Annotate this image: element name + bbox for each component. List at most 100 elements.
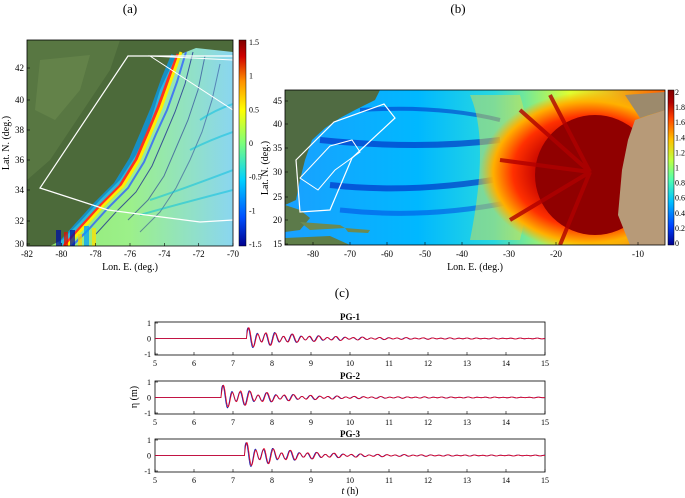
colorbar-a-tick: 1.5 (249, 38, 259, 47)
gauge-plot-3: PG-310-15 6 7 8 9 10 11 12 13 14 15 (144, 429, 549, 485)
c-xtick-label: 13 (463, 359, 471, 368)
colorbar-a-tick: 0.5 (249, 105, 259, 114)
a-ytick-label: 38 (15, 125, 25, 135)
colorbar-a-tick: 0 (249, 139, 253, 148)
panel-b: (b) (260, 1, 685, 273)
c-xtick-label: 14 (502, 418, 510, 427)
c-xtick-label: 13 (463, 418, 471, 427)
b-xtick-label: -10 (632, 249, 644, 259)
c-ytick-label: -1 (144, 467, 151, 476)
b-ytick-label: 25 (273, 192, 283, 202)
colorbar-a-ticks: 1.5 1 0.5 0 -0.5 -1 -1.5 (249, 38, 262, 249)
c-xtick-label: 10 (346, 476, 354, 485)
colorbar-a-tick: -0.5 (249, 173, 262, 182)
b-ytick-label: 35 (273, 143, 283, 153)
c-xtick-label: 15 (541, 418, 549, 427)
colorbar-b-tick: 1.2 (675, 148, 685, 157)
map-b (285, 90, 665, 245)
panel-a-yticks: 42 40 38 36 34 32 30 (15, 63, 30, 249)
a-xtick-label: -82 (21, 249, 33, 259)
c-xtick-label: 11 (385, 476, 393, 485)
colorbar-b-tick: 0.8 (675, 179, 685, 188)
panel-c-label: (c) (335, 285, 349, 300)
b-xtick-label: -40 (456, 249, 468, 259)
gauge-plot-1: PG-110-15 6 7 8 9 10 11 12 13 14 15 (144, 312, 549, 368)
colorbar-b-tick: 2 (675, 88, 679, 97)
c-xtick-label: 14 (502, 476, 510, 485)
panel-a: (a) (1, 1, 262, 273)
a-ytick-label: 36 (15, 155, 25, 165)
gauge-series-blue (155, 327, 546, 349)
b-xtick-label: -20 (550, 249, 562, 259)
a-xtick-label: -80 (55, 249, 67, 259)
gauge-plot-2: PG-210-15 6 7 8 9 10 11 12 13 14 15 (144, 371, 549, 427)
c-xtick-label: 12 (424, 418, 432, 427)
a-ytick-label: 42 (15, 63, 24, 73)
gauge-title: PG-1 (340, 312, 360, 322)
c-xtick-label: 11 (385, 359, 393, 368)
colorbar-b-tick: 1.4 (675, 133, 685, 142)
a-xtick-label: -78 (90, 249, 102, 259)
colorbar-a-tick: -1.5 (249, 240, 262, 249)
c-xtick-label: 5 (153, 476, 157, 485)
c-xtick-label: 9 (309, 476, 313, 485)
colorbar-b (667, 89, 675, 246)
b-ytick-label: 15 (273, 239, 283, 249)
colorbar-a-tick: -1 (249, 206, 256, 215)
c-ytick-label: -1 (144, 350, 151, 359)
a-xtick-label: -76 (124, 249, 136, 259)
gauge-title: PG-3 (340, 429, 360, 439)
c-xtick-label: 7 (231, 359, 235, 368)
colorbar-b-tick: 0.2 (675, 224, 685, 233)
panel-b-label: (b) (450, 1, 465, 16)
colorbar-b-tick: 1.8 (675, 103, 685, 112)
c-ytick-label: 1 (147, 436, 151, 445)
b-ytick-label: 40 (273, 119, 283, 129)
c-ytick-label: 0 (147, 452, 151, 461)
panel-b-ylabel: Lat. N. (deg.) (260, 141, 271, 195)
colorbar-b-tick: 1 (675, 164, 679, 173)
gauge-series-blue (155, 385, 546, 409)
panel-b-xlabel: Lon. E. (deg.) (447, 262, 503, 273)
c-ytick-label: -1 (144, 409, 151, 418)
c-xtick-label: 10 (346, 359, 354, 368)
a-ytick-label: 30 (15, 239, 25, 249)
panel-c-xlabel-unit: (h) (344, 486, 358, 497)
c-xtick-label: 6 (192, 476, 196, 485)
colorbar-b-ticks: 2 1.8 1.6 1.4 1.2 1 0.8 0.6 0.4 0.2 0 (675, 88, 685, 248)
c-xtick-label: 6 (192, 359, 196, 368)
colorbar-b-tick: 0.6 (675, 194, 685, 203)
a-ytick-label: 40 (15, 95, 25, 105)
colorbar-b-tick: 0.4 (675, 209, 685, 218)
c-xtick-label: 8 (270, 359, 274, 368)
c-ytick-label: 0 (147, 335, 151, 344)
b-ytick-label: 30 (273, 167, 283, 177)
panel-b-xticks: -80 -70 -60 -50 -40 -30 -20 -10 (307, 242, 644, 259)
panel-c-ylabel: η (m) (129, 386, 140, 408)
a-xtick-label: -70 (227, 249, 239, 259)
c-xtick-label: 15 (541, 359, 549, 368)
panel-a-ylabel: Lat. N. (deg.) (1, 116, 12, 170)
colorbar-a (238, 39, 247, 247)
gauge-series-red (155, 327, 546, 348)
c-xtick-label: 7 (231, 476, 235, 485)
panel-c-xlabel-var: t (342, 486, 345, 497)
a-xtick-label: -74 (158, 249, 170, 259)
c-xtick-label: 5 (153, 418, 157, 427)
c-xtick-label: 9 (309, 418, 313, 427)
c-xtick-label: 5 (153, 359, 157, 368)
c-xtick-label: 11 (385, 418, 393, 427)
c-xtick-label: 12 (424, 359, 432, 368)
gauge-title: PG-2 (340, 371, 360, 381)
c-xtick-label: 9 (309, 359, 313, 368)
c-xtick-label: 8 (270, 476, 274, 485)
a-ytick-label: 32 (15, 216, 24, 226)
c-ytick-label: 1 (147, 319, 151, 328)
c-xtick-label: 10 (346, 418, 354, 427)
c-xtick-label: 14 (502, 359, 510, 368)
a-xtick-label: -72 (193, 249, 205, 259)
b-xtick-label: -50 (419, 249, 431, 259)
